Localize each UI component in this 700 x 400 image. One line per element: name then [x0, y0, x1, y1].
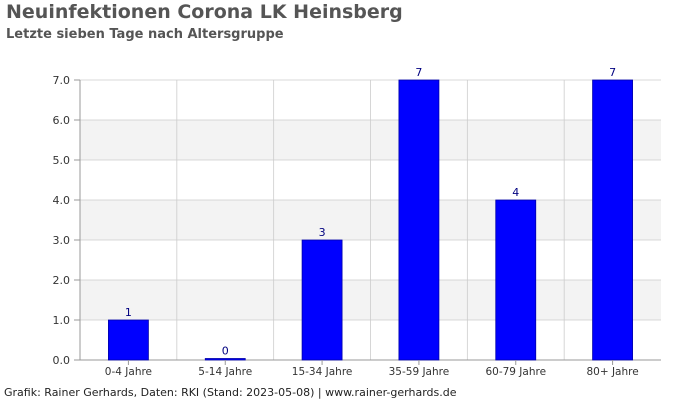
chart-title: Neuinfektionen Corona LK Heinsberg: [6, 1, 403, 23]
x-tick-label: 15-34 Jahre: [292, 366, 353, 378]
y-tick-label: 3.0: [53, 234, 71, 247]
chart-footer: Grafik: Rainer Gerhards, Daten: RKI (Sta…: [4, 386, 457, 399]
data-label-5-14 Jahre: 0: [222, 345, 229, 358]
bar-5-14 Jahre: [204, 358, 246, 361]
data-label-35-59 Jahre: 7: [415, 66, 422, 79]
y-tick-label: 6.0: [53, 114, 71, 127]
x-tick-label: 35-59 Jahre: [389, 366, 450, 378]
bar-80+ Jahre: [592, 79, 633, 361]
data-label-60-79 Jahre: 4: [512, 186, 519, 199]
x-tick-label: 60-79 Jahre: [485, 366, 546, 378]
y-tick-label: 2.0: [53, 274, 71, 287]
y-tick-label: 4.0: [53, 194, 71, 207]
y-tick-label: 1.0: [53, 314, 71, 327]
data-label-80+ Jahre: 7: [609, 66, 616, 79]
y-tick-label: 7.0: [53, 74, 71, 87]
x-tick-label: 5-14 Jahre: [198, 366, 252, 378]
chart-subtitle: Letzte sieben Tage nach Altersgruppe: [6, 27, 284, 42]
data-label-0-4 Jahre: 1: [125, 306, 132, 319]
x-tick-label: 0-4 Jahre: [105, 366, 152, 378]
bar-35-59 Jahre: [398, 79, 440, 361]
data-label-15-34 Jahre: 3: [319, 226, 326, 239]
y-tick-label: 5.0: [53, 154, 71, 167]
bar-60-79 Jahre: [495, 199, 537, 361]
bar-15-34 Jahre: [301, 239, 343, 361]
y-tick-label: 0.0: [53, 354, 71, 367]
bar-0-4 Jahre: [108, 319, 149, 361]
x-tick-label: 80+ Jahre: [586, 366, 638, 378]
